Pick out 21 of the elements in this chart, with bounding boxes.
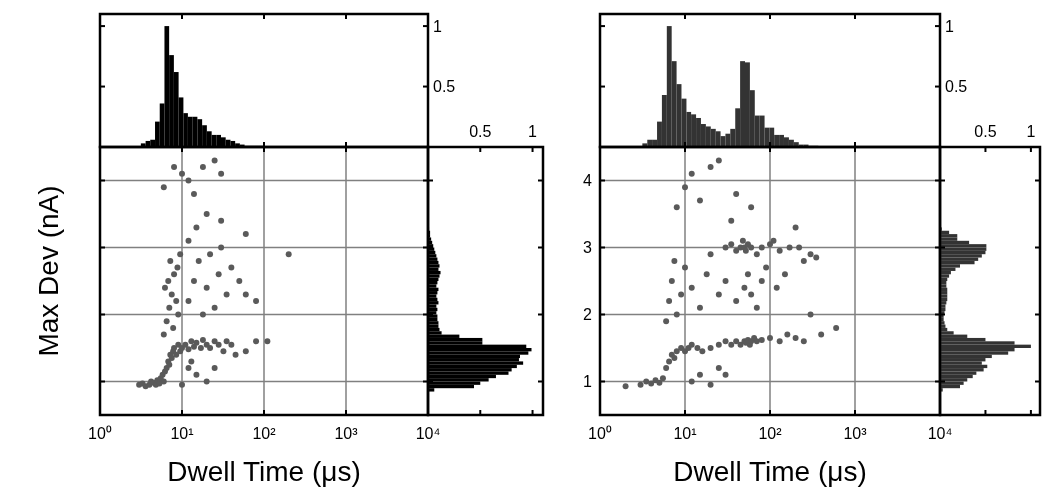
y-tick-label: 1 xyxy=(583,373,593,391)
x-tick-label: 1 xyxy=(528,123,538,140)
x-tick-label: 1 xyxy=(1026,123,1036,140)
x-tick-label: 0.5 xyxy=(974,123,997,140)
x-axis-title: Dwell Time (μs) xyxy=(167,456,361,487)
y-tick-label: 2 xyxy=(583,306,593,324)
x-tick-label: 10² xyxy=(252,425,277,442)
y-axis-title: Max Dev (nA) xyxy=(33,185,64,357)
x-tick-label: 10⁰ xyxy=(588,425,612,442)
x-tick-label: 10¹ xyxy=(673,425,697,442)
x-tick-label: 0.5 xyxy=(469,123,492,140)
x-tick-label: 10³ xyxy=(334,425,359,442)
x-tick-label: 10² xyxy=(758,425,783,442)
y-tick-label: 3 xyxy=(583,239,593,257)
x-tick-label: 10³ xyxy=(843,425,868,442)
x-axis-title: Dwell Time (μs) xyxy=(673,456,867,487)
y-tick-label: 4 xyxy=(583,172,593,190)
x-tick-label: 10⁴ xyxy=(415,425,441,442)
x-tick-label: 10⁰ xyxy=(88,425,112,442)
x-tick-label: 10⁴ xyxy=(927,425,953,442)
x-tick-label: 10¹ xyxy=(170,425,194,442)
